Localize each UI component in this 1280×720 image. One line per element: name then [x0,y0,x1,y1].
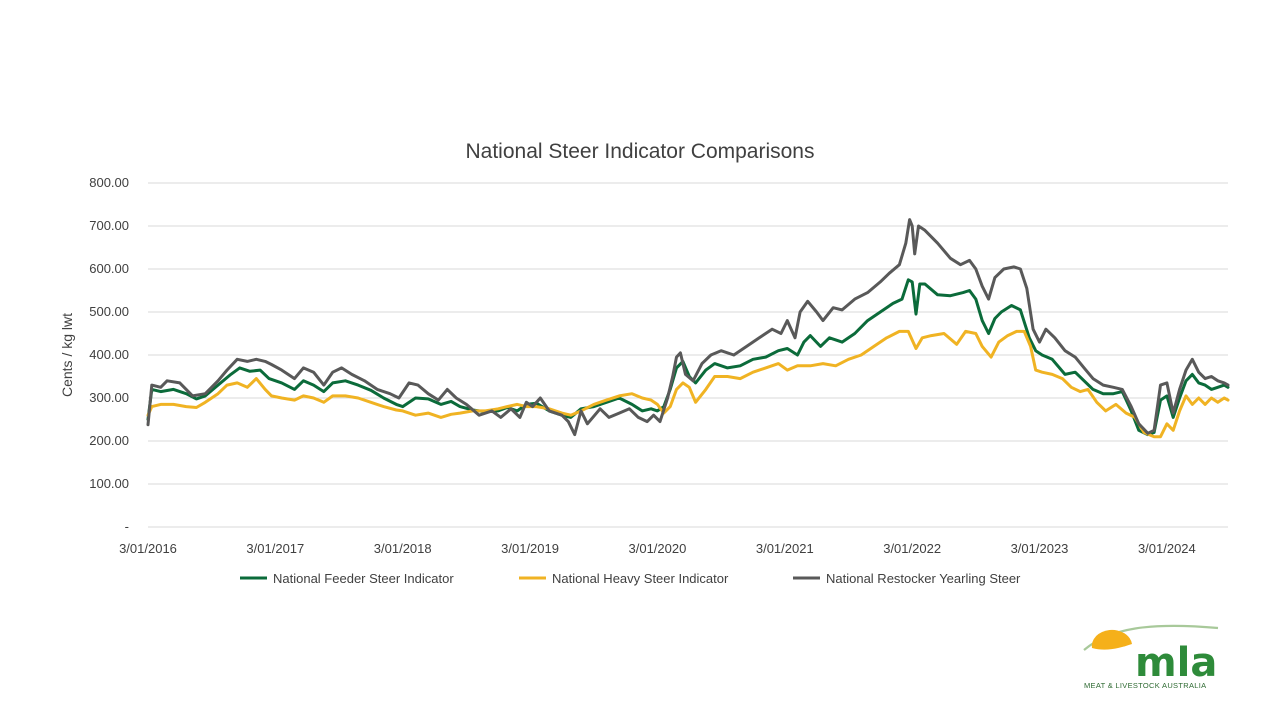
y-tick-label: 500.00 [89,304,129,319]
x-tick-label: 3/01/2023 [1011,541,1069,556]
x-tick-label: 3/01/2016 [119,541,177,556]
series-line-3 [146,218,1230,437]
x-tick-label: 3/01/2020 [629,541,687,556]
logo-subtitle: MEAT & LIVESTOCK AUSTRALIA [1084,681,1206,690]
gridlines [148,182,1228,528]
y-tick-label: 600.00 [89,261,129,276]
y-tick-label: - [125,519,129,534]
x-tick-label: 3/01/2022 [883,541,941,556]
mla-logo-mark: mla MEAT & LIVESTOCK AUSTRALIA [1083,624,1219,690]
series-line-1 [146,278,1230,437]
x-axis-ticks: 3/01/2016 3/01/2017 3/01/2018 3/01/2019 3/01… [119,541,1196,556]
series-lines [146,218,1230,439]
y-axis-ticks: - 100.00 200.00 300.00 400.00 500.00 600.00 700… [89,175,129,534]
legend: National Feeder Steer Indicator National … [240,571,1021,586]
y-tick-label: 300.00 [89,390,129,405]
chart-title: National Steer Indicator Comparisons [465,140,814,163]
mla-logo: mla MEAT & LIVESTOCK AUSTRALIA [1080,622,1225,694]
x-tick-label: 3/01/2017 [246,541,304,556]
x-tick-label: 3/01/2019 [501,541,559,556]
sun-icon [1091,629,1132,650]
logo-wordmark: mla [1135,640,1217,686]
legend-label-3: National Restocker Yearling Steer [826,571,1021,586]
y-axis-label: Cents / kg lwt [59,313,75,397]
series-line-2 [146,329,1230,439]
y-tick-label: 200.00 [89,433,129,448]
y-tick-label: 700.00 [89,218,129,233]
y-tick-label: 100.00 [89,476,129,491]
legend-label-2: National Heavy Steer Indicator [552,571,729,586]
x-tick-label: 3/01/2024 [1138,541,1196,556]
y-tick-label: 800.00 [89,175,129,190]
y-tick-label: 400.00 [89,347,129,362]
x-tick-label: 3/01/2018 [374,541,432,556]
legend-label-1: National Feeder Steer Indicator [273,571,454,586]
x-tick-label: 3/01/2021 [756,541,814,556]
